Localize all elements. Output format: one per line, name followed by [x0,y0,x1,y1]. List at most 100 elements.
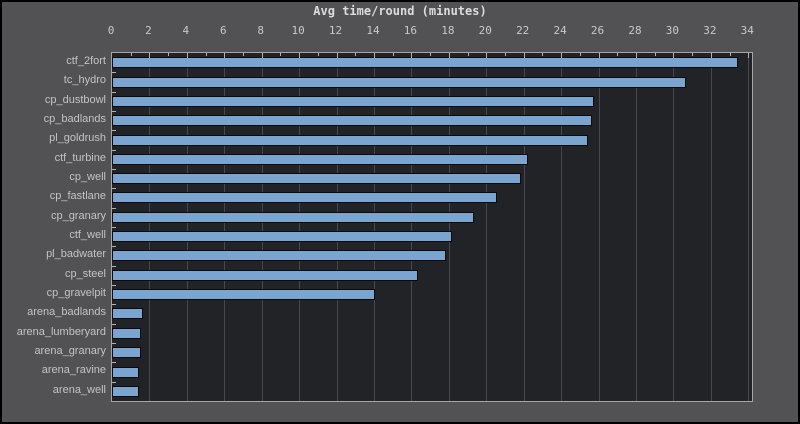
gridline [635,53,637,401]
bar [112,96,594,107]
x-tick [486,53,487,58]
x-tick-label: 18 [441,24,455,37]
bar-label: arena_lumberyard [16,325,106,338]
x-tick [580,53,581,56]
x-tick [206,53,207,56]
x-tick [655,53,656,56]
x-tick [636,53,637,58]
y-tick [112,169,116,170]
bar [112,212,474,223]
bar [112,77,686,88]
x-tick [561,53,562,58]
bar-label: pl_goldrush [49,132,106,145]
x-tick [411,53,412,58]
x-tick-label: 6 [219,24,227,37]
x-tick [673,53,674,58]
y-tick [112,130,116,131]
plot-area [111,52,753,402]
y-tick [112,382,116,383]
x-tick [748,53,749,58]
bar-label: arena_granary [34,345,106,357]
chart-title: Avg time/round (minutes) [313,4,487,18]
bar-label: arena_badlands [27,306,106,319]
bar-label: arena_well [52,383,106,396]
bar [112,367,139,378]
y-tick [112,362,116,363]
x-tick [374,53,375,58]
x-tick [280,53,281,56]
x-tick [730,53,731,56]
bar-label: pl_badwater [46,248,106,261]
x-tick [337,53,338,58]
bar [112,328,141,339]
y-tick [112,208,116,209]
x-tick [430,53,431,56]
x-tick [542,53,543,56]
bar-label: arena_ravine [41,364,106,377]
y-tick [112,324,116,325]
x-tick-label: 0 [107,24,115,37]
x-tick [187,53,188,58]
x-tick [449,53,450,58]
x-tick-label: 10 [291,24,305,37]
x-tick [243,53,244,56]
bar [112,173,521,184]
y-tick [112,72,116,73]
y-tick [112,111,116,112]
x-tick-label: 32 [703,24,717,37]
x-tick [224,53,225,58]
bar [112,192,497,203]
gridline [598,53,600,401]
bar-label: cp_gravelpit [46,287,106,299]
y-tick [112,246,116,247]
bar [112,57,738,68]
x-tick-label: 28 [628,24,642,37]
x-tick-label: 22 [516,24,530,37]
gridline [186,53,188,401]
bar-label: cp_granary [50,209,106,222]
x-tick-label: 8 [257,24,265,37]
bar-label: ctf_turbine [54,151,106,164]
gridline [411,53,413,401]
x-tick [318,53,319,56]
gridline [299,53,301,401]
x-tick [149,53,150,58]
gridline [561,53,563,401]
x-tick-label: 30 [665,24,680,37]
x-tick [692,53,693,56]
bar [112,154,528,165]
y-tick [112,304,116,305]
x-tick-label: 20 [478,24,492,37]
y-tick [112,92,116,93]
x-tick [355,53,356,56]
gridline [486,53,488,401]
x-tick [711,53,712,58]
gridline [224,53,226,401]
x-tick [299,53,300,58]
gridline [523,53,525,401]
y-tick [112,266,116,267]
x-tick [599,53,600,58]
bar [112,270,418,281]
bar [112,386,139,397]
y-tick [112,150,116,151]
y-tick [112,285,116,286]
gridline [373,53,375,401]
bar [112,231,452,242]
bar [112,250,446,261]
x-tick [468,53,469,56]
x-tick-label: 2 [145,24,152,37]
gridline [336,53,338,401]
x-tick-label: 16 [403,24,418,37]
x-tick [168,53,169,56]
bar [112,347,141,358]
y-tick [112,227,116,228]
y-tick [112,343,116,344]
bar-label: ctf_well [69,229,106,241]
bar [112,289,375,300]
x-tick-label: 14 [366,24,380,37]
x-tick-label: 34 [740,24,754,37]
bar-label: ctf_2fort [66,55,106,67]
bar-label: cp_dustbowl [44,93,106,106]
